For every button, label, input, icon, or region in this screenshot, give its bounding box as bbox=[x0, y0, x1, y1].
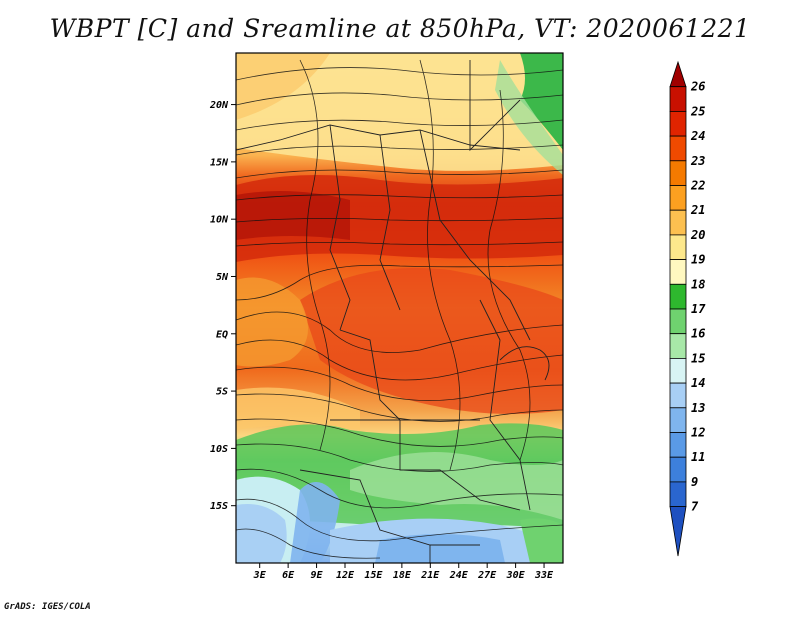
lon-tick-label: 30E bbox=[506, 570, 526, 581]
colorbar-label: 21 bbox=[690, 203, 705, 217]
lat-tick-label: 10S bbox=[210, 444, 228, 455]
colorbar-label: 19 bbox=[691, 253, 705, 267]
colorbar-top-arrow bbox=[669, 60, 687, 88]
colorbar-bottom-arrow bbox=[669, 506, 687, 557]
lon-tick-label: 27E bbox=[477, 570, 497, 581]
colorbar-swatch bbox=[669, 407, 687, 433]
lat-tick-label: 20N bbox=[209, 100, 229, 111]
lon-tick-label: 12E bbox=[336, 570, 355, 581]
lon-tick-label: 9E bbox=[311, 570, 324, 581]
colorbar-label: 11 bbox=[691, 450, 705, 464]
colorbar-swatch bbox=[669, 308, 687, 335]
colorbar-swatch bbox=[669, 111, 687, 137]
colorbar-label: 9 bbox=[691, 475, 698, 489]
colorbar-label: 15 bbox=[691, 351, 705, 365]
colorbar-label: 18 bbox=[691, 277, 705, 291]
colorbar-label: 24 bbox=[690, 129, 705, 143]
colorbar-swatch bbox=[669, 234, 687, 260]
colorbar-swatch bbox=[669, 259, 687, 285]
colorbar-swatch bbox=[669, 333, 687, 359]
colorbar-label: 16 bbox=[691, 327, 705, 341]
colorbar-label: 20 bbox=[690, 228, 705, 242]
colorbar-label: 13 bbox=[691, 401, 705, 415]
colorbar-swatch bbox=[669, 456, 687, 483]
lat-tick-label: 5N bbox=[216, 272, 229, 283]
lon-tick-label: 18E bbox=[393, 570, 412, 581]
lon-tick-label: 6E bbox=[282, 570, 295, 581]
colorbar-label: 17 bbox=[691, 302, 706, 316]
colorbar: 26 25 24 23 22 21 20 19 18 17 16 15 14 13 12 11 9 7 bbox=[669, 60, 706, 557]
colorbar-swatch bbox=[669, 432, 687, 458]
colorbar-label: 26 bbox=[690, 80, 705, 94]
lat-tick-label: 15N bbox=[210, 157, 229, 168]
lon-tick-label: 21E bbox=[420, 570, 440, 581]
colorbar-swatch bbox=[669, 160, 687, 186]
colorbar-swatch bbox=[669, 481, 687, 507]
colorbar-label: 12 bbox=[691, 426, 705, 440]
colorbar-swatch bbox=[669, 283, 687, 310]
lat-tick-label: EQ bbox=[216, 329, 228, 340]
colorbar-label: 25 bbox=[690, 104, 705, 118]
colorbar-swatch bbox=[669, 357, 687, 384]
colorbar-swatch bbox=[669, 382, 687, 409]
colorbar-swatch bbox=[669, 209, 687, 236]
colorbar-swatch bbox=[669, 135, 687, 162]
lat-tick-label: 5S bbox=[216, 387, 228, 398]
colorbar-swatch bbox=[669, 86, 687, 112]
lon-tick-label: 15E bbox=[364, 570, 383, 581]
colorbar-label: 7 bbox=[691, 500, 699, 514]
map-frame bbox=[235, 52, 564, 564]
lon-tick-label: 3E bbox=[253, 570, 267, 581]
longitude-axis: 3E 6E 9E 12E 15E 18E 21E 24E 27E 30E 33E bbox=[253, 563, 554, 581]
colorbar-label: 14 bbox=[691, 376, 705, 390]
lon-tick-label: 24E bbox=[449, 570, 469, 581]
colorbar-label: 22 bbox=[690, 179, 705, 193]
lon-tick-label: 33E bbox=[534, 570, 554, 581]
lat-tick-label: 10N bbox=[210, 215, 229, 226]
latitude-axis: 20N 15N 10N 5N EQ 5S 10S 15S bbox=[209, 100, 236, 512]
country-borders bbox=[236, 60, 550, 563]
lat-tick-label: 15S bbox=[210, 501, 228, 512]
map-title: WBPT [C] and Sreamline at 850hPa, VT: 20… bbox=[49, 14, 751, 43]
streamlines bbox=[236, 59, 563, 559]
grads-credit: GrADS: IGES/COLA bbox=[4, 602, 91, 612]
colorbar-swatch bbox=[669, 185, 687, 211]
colorbar-label: 23 bbox=[690, 154, 705, 168]
